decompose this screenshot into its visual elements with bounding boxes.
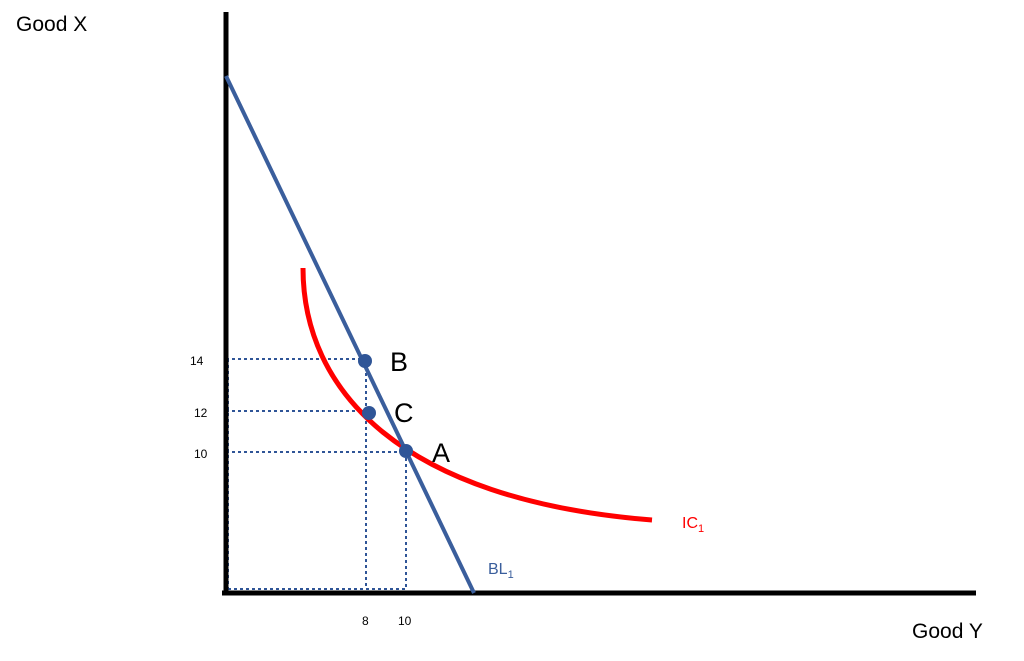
point-b <box>358 354 372 368</box>
budget-line-label-main: BL <box>488 561 508 578</box>
budget-line-label-sub: 1 <box>508 569 514 581</box>
point-a <box>399 444 413 458</box>
indifference-curve-label-sub: 1 <box>698 523 704 535</box>
point-c <box>362 406 376 420</box>
indifference-curve <box>300 267 653 523</box>
point-c-label: C <box>394 398 414 428</box>
point-a-label: A <box>432 438 450 468</box>
y-axis-title: Good X <box>16 13 87 36</box>
budget-line-label: BL1 <box>488 561 514 581</box>
y-tick-10: 10 <box>194 447 208 461</box>
indifference-curve-label: IC1 <box>682 515 704 535</box>
indifference-curve-label-main: IC <box>682 515 698 532</box>
x-tick-10: 10 <box>398 614 412 628</box>
budget-line <box>224 75 476 594</box>
point-b-label: B <box>390 347 408 377</box>
y-tick-12: 12 <box>194 406 208 420</box>
x-tick-8: 8 <box>362 614 369 628</box>
x-axis-title: Good Y <box>912 620 983 643</box>
y-tick-14: 14 <box>190 354 204 368</box>
